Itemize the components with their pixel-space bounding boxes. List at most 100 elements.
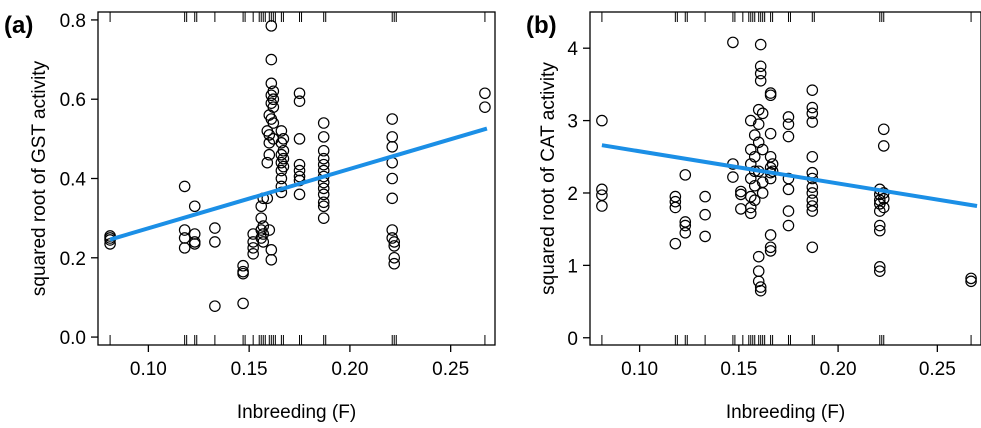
data-point — [782, 130, 795, 143]
x-tick-label: 0.20 — [820, 359, 857, 380]
data-point — [752, 275, 765, 288]
data-point — [748, 150, 761, 163]
data-point — [756, 107, 769, 120]
y-tick-label: 0.6 — [60, 90, 86, 111]
y-tick-label: 0.4 — [60, 170, 87, 191]
y-tick-label: 0.8 — [60, 11, 86, 32]
data-point — [277, 133, 290, 145]
data-point — [255, 200, 268, 213]
data-point — [764, 89, 777, 102]
data-point — [188, 238, 201, 250]
data-point — [744, 114, 757, 127]
x-tick-label: 0.20 — [331, 359, 368, 380]
data-point — [754, 281, 767, 293]
data-point — [873, 219, 886, 232]
data-point — [764, 241, 777, 254]
data-point — [752, 103, 765, 116]
data-point — [317, 152, 330, 165]
data-point — [669, 201, 682, 214]
y-tick-label: 0 — [567, 329, 578, 350]
data-point — [188, 200, 201, 213]
data-point — [479, 87, 491, 100]
data-point — [596, 200, 608, 212]
data-point — [699, 190, 711, 203]
plot-frame — [97, 11, 496, 346]
data-point — [806, 200, 819, 212]
data-point — [965, 275, 977, 288]
data-point — [277, 144, 290, 157]
data-point — [317, 182, 330, 195]
data-point — [873, 205, 886, 217]
y-tick-label: 0.0 — [60, 328, 86, 349]
data-point — [752, 118, 765, 131]
data-point — [277, 160, 290, 173]
data-point — [806, 187, 819, 199]
data-point — [267, 85, 280, 98]
data-point — [178, 242, 191, 254]
data-point — [263, 148, 276, 161]
data-point — [679, 219, 692, 232]
data-point — [699, 230, 711, 243]
y-tick-label: 3 — [567, 112, 578, 133]
data-point — [293, 158, 306, 171]
data-point — [317, 117, 330, 129]
data-point — [754, 74, 767, 87]
panel-a: (a) 0.0 0.2 0.4 0.6 0.8 0.10 0.15 0.20 0.25 Inbre… — [4, 11, 496, 423]
data-point — [293, 188, 306, 201]
data-point — [596, 183, 608, 196]
data-point — [754, 38, 767, 51]
data-point — [293, 133, 306, 145]
data-point — [806, 84, 819, 96]
data-point — [965, 272, 977, 285]
data-point — [806, 241, 819, 254]
panel-label: (b) — [526, 12, 557, 39]
data-point — [782, 183, 795, 196]
data-point — [752, 136, 765, 149]
data-point — [265, 77, 278, 90]
data-point — [247, 248, 259, 260]
data-point — [752, 250, 765, 263]
x-tick-label: 0.10 — [621, 359, 658, 380]
data-point — [275, 125, 288, 137]
x-tick-label: 0.25 — [919, 359, 956, 380]
y-axis-label: squared root of CAT activity — [538, 62, 559, 295]
data-point — [782, 219, 795, 232]
data-point — [386, 172, 399, 185]
data-point — [877, 192, 890, 205]
data-point — [877, 140, 890, 152]
plot-frame — [589, 11, 981, 346]
x-axis-label: Inbreeding (F) — [726, 402, 845, 423]
y-tick-label: 1 — [567, 256, 578, 277]
data-point — [735, 185, 747, 198]
data-point — [766, 158, 779, 170]
data-point — [247, 236, 259, 248]
data-point — [806, 205, 819, 217]
data-point — [388, 257, 401, 270]
data-point — [873, 224, 886, 237]
data-point — [744, 172, 757, 185]
data-point — [699, 208, 711, 221]
data-point — [748, 194, 761, 207]
data-point — [754, 284, 767, 297]
data-point — [764, 150, 777, 163]
data-point — [782, 118, 795, 131]
data-point — [209, 236, 221, 248]
y-tick-label: 4 — [567, 39, 578, 60]
data-point — [293, 95, 306, 107]
data-point — [388, 240, 401, 252]
data-point — [744, 143, 757, 156]
data-point — [237, 259, 249, 272]
data-point — [748, 179, 761, 192]
data-point — [265, 20, 278, 32]
panel-b: (b) 0 1 2 3 4 0.10 0.15 0.20 0.25 Inbreeding (F) s… — [526, 11, 981, 423]
data-point — [873, 261, 886, 273]
data-point — [293, 87, 306, 100]
data-point — [386, 192, 399, 205]
data-point — [669, 237, 682, 250]
data-point — [386, 113, 399, 125]
data-point — [764, 87, 777, 99]
data-point — [237, 267, 249, 280]
data-point — [317, 212, 330, 224]
data-point — [782, 205, 795, 217]
data-point — [764, 245, 777, 257]
